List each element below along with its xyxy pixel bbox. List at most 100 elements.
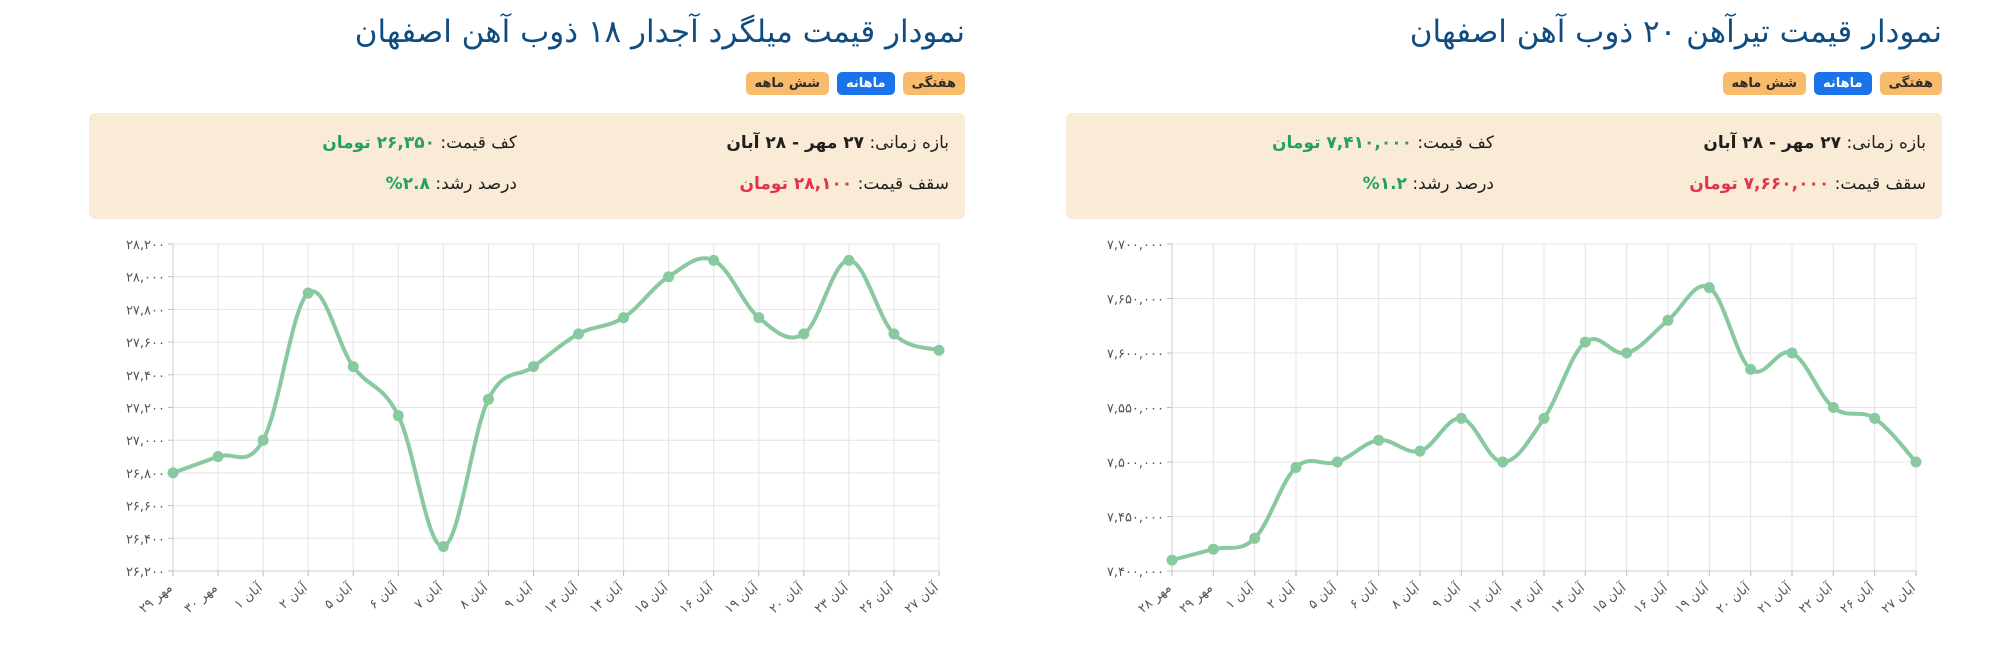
ibeam-data-point[interactable]: [1414, 445, 1426, 457]
rebar-period: بازه زمانی: ۲۷ مهر - ۲۸ آبان: [726, 133, 949, 153]
ibeam-xtick-label: ۲۸ مهر: [1136, 581, 1175, 617]
ibeam-data-point[interactable]: [1455, 412, 1467, 424]
ibeam-ytick-label: ۷,۷۰۰,۰۰۰: [1107, 238, 1164, 253]
rebar-line-chart: ۲۸,۲۰۰ ۲۸,۰۰۰ ۲۷,۸۰۰ ۲۷,۶۰۰ ۲۷,۴۰۰ ۲۷,۲۰۰ ۲۷,۰…: [126, 238, 945, 617]
rebar-price-panel: نمودار قیمت میلگرد آجدار ۱۸ ذوب آهن اصفه…: [89, 0, 965, 672]
rebar-xtick-label: ۱۳ آبان: [540, 578, 582, 617]
rebar-series-line: [171, 256, 941, 549]
rebar-data-point[interactable]: [392, 410, 404, 422]
rebar-data-point[interactable]: [527, 361, 539, 373]
ibeam-xtick-label: ۱۳ آبان: [1506, 578, 1548, 617]
rebar-ytick-label: ۲۶,۸۰۰: [126, 467, 165, 482]
rebar-xtick-label: ۱۹ آبان: [721, 578, 763, 617]
rebar-ytick-label: ۲۶,۴۰۰: [126, 532, 165, 547]
ibeam-data-point[interactable]: [1662, 314, 1674, 326]
ibeam-data-point[interactable]: [1621, 347, 1633, 359]
ibeam-data-point[interactable]: [1910, 456, 1922, 468]
rebar-chart-title: نمودار قیمت میلگرد آجدار ۱۸ ذوب آهن اصفه…: [354, 14, 965, 50]
ibeam-tab-monthly[interactable]: ماهانه: [1814, 72, 1872, 95]
ibeam-grid: [1167, 243, 1917, 576]
ibeam-tab-six-month[interactable]: شش ماهه: [1722, 72, 1807, 95]
rebar-ytick-label: ۲۷,۲۰۰: [126, 402, 165, 417]
ibeam-tab-weekly[interactable]: هفتگی: [1879, 72, 1942, 95]
ibeam-data-point[interactable]: [1373, 434, 1385, 446]
rebar-period-tabs: هفتگی ماهانه شش ماهه: [745, 72, 965, 95]
ibeam-data-point[interactable]: [1497, 456, 1509, 468]
ibeam-xtick-label: ۲۰ آبان: [1713, 578, 1755, 617]
rebar-xtick-label: ۹ آبان: [501, 578, 537, 612]
rebar-tab-monthly[interactable]: ماهانه: [837, 72, 895, 95]
ibeam-xtick-label: ۸ آبان: [1387, 578, 1423, 612]
ibeam-max-price: سقف قیمت: ۷,۶۶۰,۰۰۰ تومان: [1689, 174, 1926, 194]
ibeam-price-panel: نمودار قیمت تیرآهن ۲۰ ذوب آهن اصفهان هفت…: [1066, 0, 1942, 672]
ibeam-xtick-label: ۲۷ آبان: [1878, 578, 1920, 617]
rebar-xtick-label: ۲۹ مهر: [137, 581, 176, 617]
ibeam-xtick-label: ۵ آبان: [1305, 578, 1341, 612]
ibeam-data-point[interactable]: [1827, 402, 1839, 413]
rebar-data-point[interactable]: [212, 451, 224, 463]
ibeam-data-point[interactable]: [1579, 336, 1591, 348]
rebar-data-point[interactable]: [888, 328, 900, 340]
ibeam-data-point[interactable]: [1207, 543, 1219, 555]
ibeam-period-tabs: هفتگی ماهانه شش ماهه: [1722, 72, 1942, 95]
rebar-data-point[interactable]: [618, 312, 630, 324]
rebar-xtick-label: ۲۶ آبان: [856, 578, 898, 617]
rebar-tab-weekly[interactable]: هفتگی: [902, 72, 965, 95]
ibeam-chart-title: نمودار قیمت تیرآهن ۲۰ ذوب آهن اصفهان: [1409, 14, 1942, 50]
rebar-xtick-label: ۸ آبان: [456, 578, 492, 612]
ibeam-data-point[interactable]: [1786, 347, 1798, 359]
rebar-data-point[interactable]: [167, 467, 179, 479]
rebar-data-point[interactable]: [663, 271, 675, 283]
rebar-ytick-label: ۲۷,۴۰۰: [126, 369, 165, 384]
rebar-data-point[interactable]: [753, 312, 765, 324]
ibeam-data-point[interactable]: [1166, 554, 1178, 566]
ibeam-xtick-label: ۲۲ آبان: [1795, 578, 1837, 617]
rebar-ytick-label: ۲۸,۲۰۰: [126, 238, 165, 253]
ibeam-price-summary: بازه زمانی: ۲۷ مهر - ۲۸ آبان کف قیمت: ۷,…: [1066, 113, 1942, 219]
rebar-xtick-label: ۶ آبان: [366, 578, 402, 612]
rebar-ytick-label: ۲۶,۶۰۰: [126, 500, 165, 515]
ibeam-ytick-label: ۷,۶۰۰,۰۰۰: [1107, 347, 1164, 362]
rebar-data-point[interactable]: [798, 328, 810, 340]
ibeam-xtick-label: ۱۲ آبان: [1465, 578, 1507, 617]
rebar-tab-six-month[interactable]: شش ماهه: [745, 72, 830, 95]
ibeam-ytick-label: ۷,۵۰۰,۰۰۰: [1107, 456, 1164, 471]
ibeam-xtick-label: ۲۶ آبان: [1837, 578, 1879, 617]
ibeam-period: بازه زمانی: ۲۷ مهر - ۲۸ آبان: [1703, 133, 1926, 153]
rebar-ytick-label: ۲۶,۲۰۰: [126, 565, 165, 580]
rebar-max-price: سقف قیمت: ۲۸,۱۰۰ تومان: [739, 174, 950, 194]
rebar-data-point[interactable]: [482, 393, 494, 405]
ibeam-data-point[interactable]: [1745, 363, 1757, 375]
rebar-data-point[interactable]: [437, 540, 449, 552]
ibeam-data-point[interactable]: [1331, 456, 1343, 468]
ibeam-min-price: کف قیمت: ۷,۴۱۰,۰۰۰ تومان: [1272, 133, 1494, 153]
rebar-data-point[interactable]: [347, 361, 359, 373]
ibeam-line-chart: ۷,۷۰۰,۰۰۰ ۷,۶۵۰,۰۰۰ ۷,۶۰۰,۰۰۰ ۷,۵۵۰,۰۰۰ ۷,۵۰…: [1107, 238, 1922, 617]
rebar-data-point[interactable]: [933, 344, 945, 356]
ibeam-data-point[interactable]: [1290, 461, 1302, 473]
rebar-xtick-label: ۲۳ آبان: [811, 578, 853, 617]
rebar-data-point[interactable]: [257, 434, 269, 446]
ibeam-xtick-label: ۲ آبان: [1263, 578, 1299, 612]
rebar-data-point[interactable]: [302, 287, 314, 299]
ibeam-ytick-label: ۷,۴۵۰,۰۰۰: [1107, 511, 1164, 526]
rebar-ytick-label: ۲۷,۰۰۰: [126, 434, 165, 449]
rebar-data-point[interactable]: [573, 328, 585, 340]
ibeam-ytick-label: ۷,۴۰۰,۰۰۰: [1107, 565, 1164, 580]
rebar-xtick-label: ۲۰ آبان: [766, 578, 808, 617]
ibeam-data-point[interactable]: [1869, 412, 1881, 424]
ibeam-data-point[interactable]: [1703, 282, 1715, 294]
ibeam-xtick-label: ۲۹ مهر: [1177, 581, 1216, 617]
ibeam-data-point[interactable]: [1249, 532, 1261, 544]
rebar-data-point[interactable]: [708, 254, 720, 266]
ibeam-xtick-label: ۱۴ آبان: [1547, 578, 1589, 617]
rebar-xtick-label: ۲ آبان: [275, 578, 311, 612]
ibeam-data-point[interactable]: [1538, 412, 1550, 424]
ibeam-xtick-label: ۹ آبان: [1429, 578, 1465, 612]
ibeam-ytick-label: ۷,۶۵۰,۰۰۰: [1107, 293, 1164, 308]
rebar-xtick-label: ۲۷ آبان: [901, 578, 943, 617]
rebar-data-point[interactable]: [843, 254, 855, 266]
ibeam-growth: درصد رشد: ۱.۲%: [1362, 174, 1494, 194]
ibeam-ytick-label: ۷,۵۵۰,۰۰۰: [1107, 402, 1164, 417]
rebar-xtick-label: ۷ آبان: [411, 578, 447, 612]
